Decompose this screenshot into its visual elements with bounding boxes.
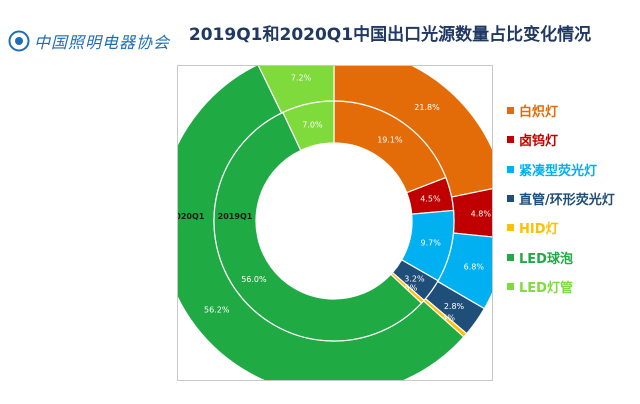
- data-label-2020q1-1: 4.8%: [471, 210, 492, 219]
- series-label-2020q1: 2020Q1: [178, 212, 205, 221]
- data-label-2019q1-3: 3.2%: [404, 275, 425, 284]
- logo: 中国照明电器协会: [8, 28, 170, 54]
- legend-item: 紧凑型荧光灯: [507, 155, 615, 184]
- legend-label: 卤钨灯: [519, 134, 559, 150]
- legend-swatch: [507, 224, 514, 232]
- data-label-2020q1-2: 6.8%: [464, 262, 485, 271]
- legend-swatch: [507, 253, 514, 261]
- slice-2019q1-5: [213, 111, 423, 342]
- data-label-2019q1-0: 19.1%: [377, 135, 403, 144]
- legend-item: 直管/环形荧光灯: [507, 184, 615, 213]
- chart-title: 2019Q1和2020Q1中国出口光源数量占比变化情况: [188, 25, 592, 45]
- legend-item: 白炽灯: [507, 96, 615, 125]
- data-label-2019q1-6: 7.0%: [302, 120, 323, 129]
- data-label-2019q1-4: 0.5%: [397, 284, 418, 293]
- legend-label: 直管/环形荧光灯: [519, 193, 615, 209]
- data-label-2019q1-1: 4.5%: [420, 194, 441, 203]
- legend-swatch: [507, 136, 514, 144]
- legend-swatch: [507, 282, 514, 290]
- logo-text: 中国照明电器协会: [34, 33, 171, 52]
- legend-item: LED灯管: [507, 272, 615, 301]
- legend-label: 白炽灯: [519, 105, 559, 121]
- legend-item: 卤钨灯: [507, 125, 615, 154]
- chart-area: 21.8% 4.8% 6.8% 2.8% 0.4% 56.2% 7.2% 19.1% 4.5% 9…: [177, 65, 493, 381]
- slice-2019q1-6: [282, 100, 335, 152]
- legend-label: LED球泡: [519, 251, 573, 267]
- legend-swatch: [507, 107, 514, 115]
- legend: 白炽灯卤钨灯紧凑型荧光灯直管/环形荧光灯 HID灯 LED球泡 LED灯管: [507, 96, 615, 301]
- legend-swatch: [507, 165, 514, 173]
- legend-label: HID灯: [519, 222, 559, 238]
- data-label-2020q1-5: 56.2%: [204, 306, 230, 315]
- legend-item: LED球泡: [507, 242, 615, 271]
- data-label-2019q1-5: 56.0%: [241, 275, 267, 284]
- legend-label: LED灯管: [519, 280, 573, 296]
- data-label-2020q1-4: 0.4%: [435, 314, 456, 323]
- legend-swatch: [507, 195, 514, 203]
- data-label-2020q1-0: 21.8%: [414, 103, 440, 112]
- data-label-2020q1-6: 7.2%: [291, 74, 312, 83]
- series-label-2019q1: 2019Q1: [218, 212, 253, 221]
- data-label-2020q1-3: 2.8%: [444, 302, 465, 311]
- logo-mark-icon: [8, 30, 30, 52]
- data-label-2019q1-2: 9.7%: [421, 238, 442, 247]
- legend-label: 紧凑型荧光灯: [519, 163, 598, 179]
- legend-item: HID灯: [507, 213, 615, 242]
- doughnut-chart: 21.8% 4.8% 6.8% 2.8% 0.4% 56.2% 7.2% 19.1% 4.5% 9…: [178, 66, 492, 380]
